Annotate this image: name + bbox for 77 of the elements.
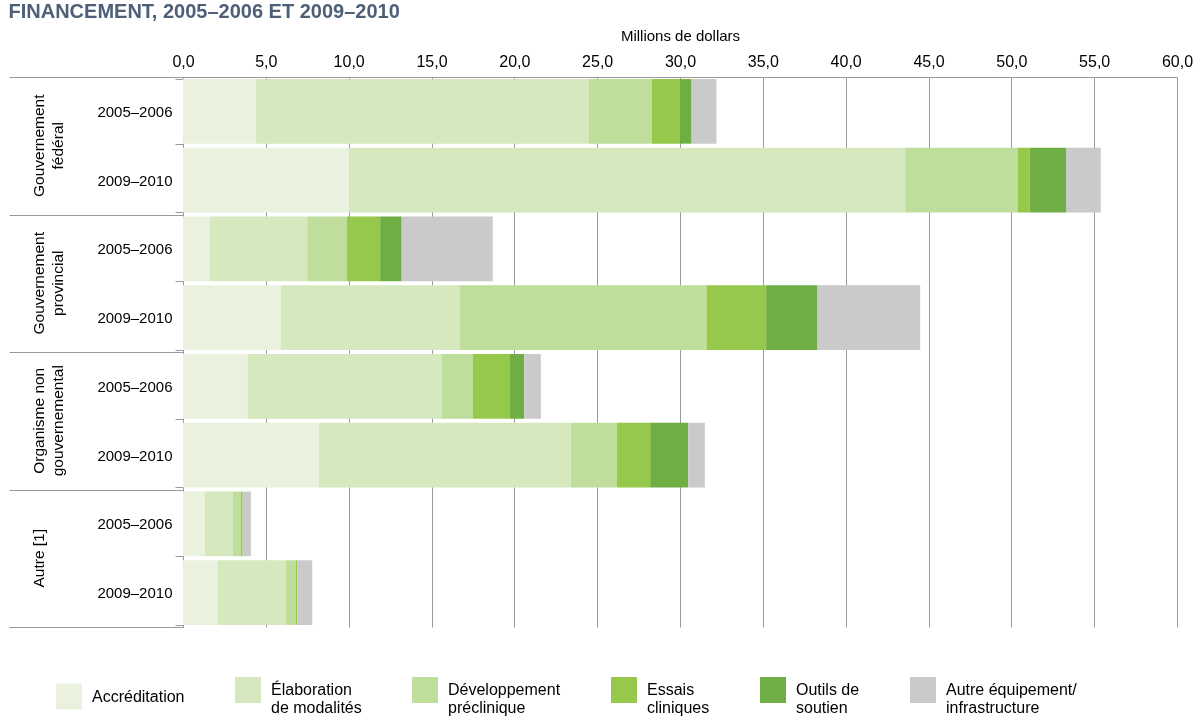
bar	[706, 285, 767, 350]
x-tick-label: 0,0	[172, 52, 195, 70]
bar	[650, 422, 689, 488]
legend-label: Outils de soutien	[796, 681, 860, 716]
bar	[183, 560, 218, 625]
bar	[285, 560, 296, 625]
x-axis-title: Millions de dollars	[620, 26, 741, 44]
x-tick-label: 15,0	[416, 52, 448, 70]
bar	[255, 79, 589, 144]
bar	[688, 422, 705, 488]
bar	[817, 285, 921, 350]
bar	[472, 354, 510, 419]
bar	[617, 422, 651, 488]
bar	[183, 491, 205, 557]
y-tick-label: 2005–2006	[97, 240, 173, 258]
y-tick-label: 2009–2010	[97, 309, 173, 327]
legend-label: Accréditation	[92, 687, 185, 705]
bar	[524, 354, 541, 419]
x-tick-label: 20,0	[499, 52, 531, 70]
bar	[183, 147, 349, 213]
bar	[441, 354, 473, 419]
bar	[242, 491, 251, 557]
bar	[1066, 147, 1101, 213]
x-tick-label: 25,0	[582, 52, 614, 70]
bar	[401, 216, 493, 282]
x-tick-label: 50,0	[996, 52, 1028, 70]
text: Autre [1]	[30, 528, 47, 588]
x-tick-label: 40,0	[830, 52, 862, 70]
bar	[651, 79, 680, 144]
bar	[509, 354, 525, 419]
x-tick-label: 10,0	[333, 52, 365, 70]
x-tick-label: 30,0	[664, 52, 697, 70]
bar	[1017, 147, 1030, 213]
y-tick-label: 2009–2010	[97, 446, 173, 464]
bar	[307, 216, 348, 282]
bar	[318, 422, 571, 488]
bar	[905, 147, 1018, 213]
legend-label: Essais cliniques	[647, 681, 710, 716]
legend-label: Autre équipement/infrastructure	[946, 681, 1078, 716]
bar	[183, 79, 256, 144]
bar	[209, 216, 308, 282]
bar	[380, 216, 402, 282]
bar	[247, 354, 442, 419]
y-tick-label: 2009–2010	[97, 171, 173, 189]
bar	[204, 491, 233, 557]
bar	[297, 560, 313, 625]
legend-label: Développement préclinique	[448, 681, 561, 716]
bar	[766, 285, 818, 350]
bar	[183, 354, 248, 419]
x-tick-label: 35,0	[747, 52, 780, 70]
x-tick-label: 60,0	[1161, 52, 1194, 70]
bar	[1029, 147, 1066, 213]
bar	[217, 560, 286, 625]
legend-label: Élaboration de modalités	[271, 680, 362, 716]
bar	[680, 79, 692, 144]
text: Gouvernement provincial	[30, 231, 66, 335]
chart-title: FINANCEMENT, 2005–2006 ET 2009–2010	[8, 0, 400, 22]
bar	[232, 491, 241, 557]
bar	[570, 422, 618, 488]
bar	[183, 422, 319, 488]
bar	[347, 216, 381, 282]
bar	[348, 147, 906, 213]
bar	[280, 285, 460, 350]
y-tick-label: 2005–2006	[97, 102, 173, 120]
text: Gouvernement fédéral	[30, 93, 66, 198]
bar	[183, 285, 281, 350]
x-tick-label: 55,0	[1079, 52, 1111, 70]
x-tick-label: 5,0	[255, 52, 278, 70]
bar	[183, 216, 210, 282]
bar	[459, 285, 707, 350]
x-tick-label: 45,0	[913, 52, 945, 70]
bar	[691, 79, 717, 144]
y-tick-label: 2005–2006	[97, 515, 173, 533]
y-tick-label: 2005–2006	[97, 377, 173, 395]
y-tick-label: 2009–2010	[97, 584, 173, 602]
bar	[588, 79, 652, 144]
text: Organisme non gouvernemental	[30, 365, 66, 477]
